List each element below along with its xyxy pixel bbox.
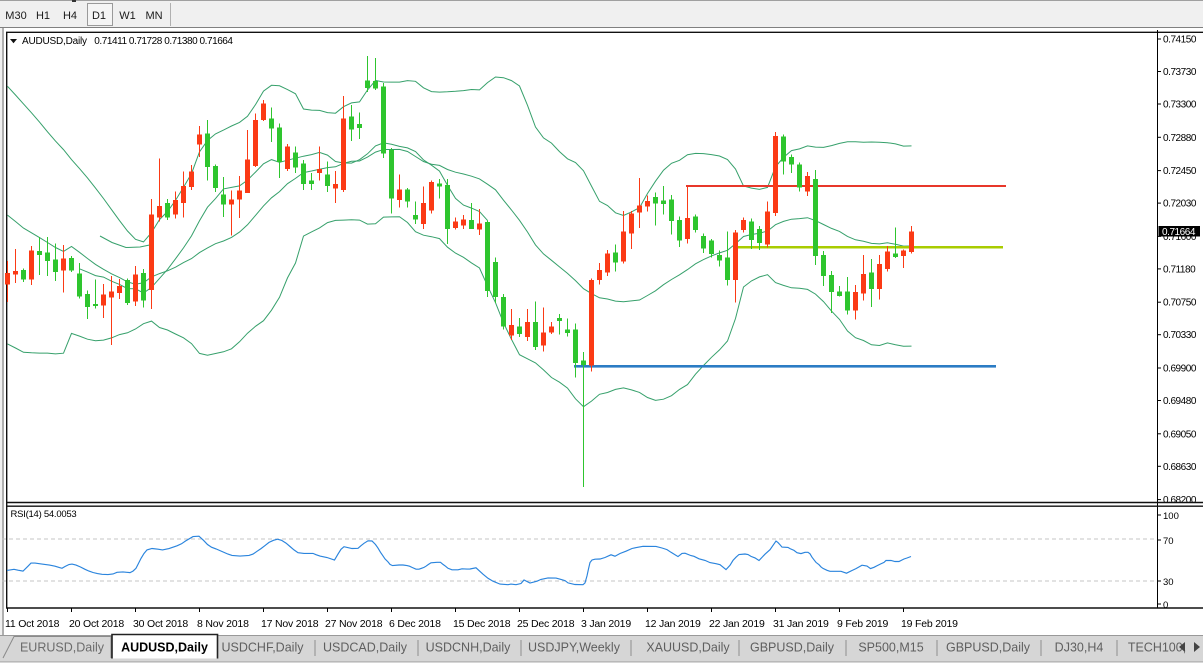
svg-text:0.71600: 0.71600 [1163, 232, 1197, 243]
svg-text:0.69050: 0.69050 [1163, 429, 1197, 440]
svg-text:GBPUSD,Daily: GBPUSD,Daily [946, 641, 1031, 655]
svg-text:D1: D1 [92, 10, 106, 22]
svg-text:100: 100 [1163, 511, 1179, 522]
svg-text:0.70750: 0.70750 [1163, 298, 1197, 309]
svg-text:AUDUSD,Daily: AUDUSD,Daily [22, 36, 87, 47]
svg-text:RSI(14) 54.0053: RSI(14) 54.0053 [11, 509, 77, 520]
svg-text:8 Nov 2018: 8 Nov 2018 [197, 618, 249, 630]
svg-text:GBPUSD,Daily: GBPUSD,Daily [750, 641, 835, 655]
svg-text:0.68200: 0.68200 [1163, 495, 1197, 506]
svg-text:H1: H1 [36, 10, 50, 22]
svg-text:MN: MN [145, 10, 162, 22]
svg-text:DJ30,H4: DJ30,H4 [1055, 641, 1104, 655]
svg-text:0.69480: 0.69480 [1163, 396, 1197, 407]
svg-text:USDCAD,Daily: USDCAD,Daily [323, 641, 408, 655]
svg-text:22 Jan 2019: 22 Jan 2019 [709, 618, 765, 630]
svg-text:W1: W1 [119, 10, 136, 22]
svg-text:6 Dec 2018: 6 Dec 2018 [389, 618, 441, 630]
svg-text:30 Oct 2018: 30 Oct 2018 [133, 618, 188, 630]
svg-text:27 Nov 2018: 27 Nov 2018 [325, 618, 383, 630]
svg-text:M30: M30 [5, 10, 26, 22]
svg-text:0.68630: 0.68630 [1163, 462, 1197, 473]
svg-text:USDCHF,Daily: USDCHF,Daily [222, 641, 305, 655]
svg-text:9 Feb 2019: 9 Feb 2019 [837, 618, 888, 630]
svg-text:0.70330: 0.70330 [1163, 330, 1197, 341]
svg-text:0.72450: 0.72450 [1163, 166, 1197, 177]
svg-text:0.73730: 0.73730 [1163, 67, 1197, 78]
svg-text:SP500,M15: SP500,M15 [858, 641, 923, 655]
svg-text:17 Nov 2018: 17 Nov 2018 [261, 618, 319, 630]
svg-text:19 Feb 2019: 19 Feb 2019 [901, 618, 958, 630]
svg-text:0.71664: 0.71664 [1162, 227, 1196, 238]
svg-text:3 Jan 2019: 3 Jan 2019 [581, 618, 631, 630]
svg-text:EURUSD,Daily: EURUSD,Daily [20, 641, 105, 655]
svg-text:70: 70 [1163, 536, 1174, 547]
svg-text:XAUUSD,Daily: XAUUSD,Daily [646, 641, 730, 655]
svg-text:11 Oct 2018: 11 Oct 2018 [5, 618, 60, 630]
svg-text:0.74150: 0.74150 [1163, 35, 1197, 46]
svg-text:0.72030: 0.72030 [1163, 199, 1197, 210]
svg-text:30: 30 [1163, 577, 1174, 588]
svg-text:25 Dec 2018: 25 Dec 2018 [517, 618, 575, 630]
svg-text:0.71180: 0.71180 [1163, 264, 1196, 275]
svg-text:AUDUSD,Daily: AUDUSD,Daily [121, 641, 208, 655]
svg-text:USDCNH,Daily: USDCNH,Daily [426, 641, 511, 655]
svg-text:0.69900: 0.69900 [1163, 364, 1197, 375]
svg-text:USDJPY,Weekly: USDJPY,Weekly [528, 641, 621, 655]
svg-text:0.71411 0.71728 0.71380 0.7166: 0.71411 0.71728 0.71380 0.71664 [94, 36, 233, 47]
svg-text:20 Oct 2018: 20 Oct 2018 [69, 618, 124, 630]
svg-text:TECH100,: TECH100, [1128, 641, 1186, 655]
svg-text:15 Dec 2018: 15 Dec 2018 [453, 618, 511, 630]
svg-text:0.72880: 0.72880 [1163, 133, 1197, 144]
svg-text:31 Jan 2019: 31 Jan 2019 [773, 618, 829, 630]
svg-text:0: 0 [1163, 600, 1168, 611]
svg-text:12 Jan 2019: 12 Jan 2019 [645, 618, 701, 630]
svg-text:H4: H4 [63, 10, 77, 22]
svg-text:0.73300: 0.73300 [1163, 100, 1197, 111]
